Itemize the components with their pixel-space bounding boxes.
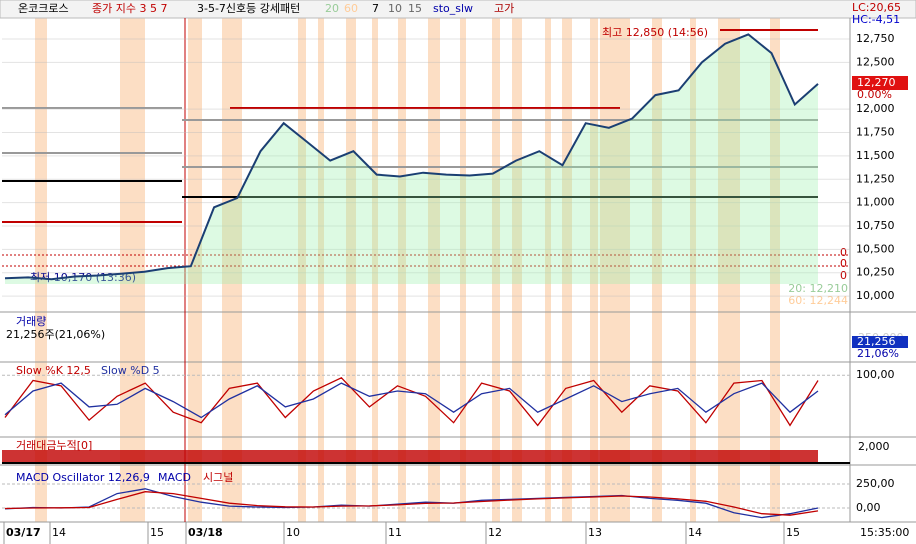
y-tick-label: 10,500 — [856, 242, 895, 255]
legend-entry: MACD — [158, 471, 191, 484]
time-label: 14 — [52, 526, 66, 539]
y-tick-label: 10,250 — [856, 266, 895, 279]
y-tick-label: 12,000 — [856, 102, 895, 115]
series-line — [4, 488, 819, 519]
toolbar-item[interactable]: 7 — [372, 2, 379, 15]
toolbar-item[interactable]: 3-5-7신호등 강세패턴 — [197, 2, 300, 15]
session-band — [120, 18, 145, 522]
time-label: 10 — [286, 526, 300, 539]
time-label: 03/17 — [6, 526, 41, 539]
session-band — [188, 18, 202, 522]
high-annotation: 최고 12,850 (14:56) — [602, 26, 708, 39]
session-band — [428, 18, 440, 522]
session-band — [718, 18, 740, 522]
y-tick-label: 11,500 — [856, 149, 895, 162]
volume-pct: 21,06% — [857, 347, 899, 360]
toolbar-item[interactable]: sto_slw — [433, 2, 473, 15]
last-price: 12,270 — [857, 76, 896, 89]
time-label: 13 — [588, 526, 602, 539]
session-band — [562, 18, 572, 522]
session-band — [770, 18, 780, 522]
session-band — [652, 18, 662, 522]
status-lc: LC:20,65 — [852, 1, 901, 14]
volume-last-box — [852, 336, 908, 348]
toolbar-item[interactable]: 종가 지수 3 5 7 — [92, 2, 167, 15]
session-band — [492, 18, 500, 522]
last-price-box — [852, 76, 908, 90]
session-band — [35, 18, 47, 522]
toolbar-item[interactable]: 고가 — [494, 2, 514, 15]
session-band — [512, 18, 522, 522]
time-label: 14 — [688, 526, 702, 539]
ma20-label: 20: 12,210 — [788, 282, 848, 295]
zero-label: 0 — [840, 269, 847, 282]
legend-entry: Slow %D 5 — [101, 364, 160, 377]
y-tick-label: 11,000 — [856, 196, 895, 209]
toolbar-item[interactable]: 10 — [388, 2, 402, 15]
series-line — [4, 33, 819, 281]
time-label: 15 — [786, 526, 800, 539]
volume-title: 거래량 — [16, 315, 46, 328]
toolbar-item[interactable]: 온코크로스 — [18, 2, 69, 15]
session-band — [600, 18, 630, 522]
y-tick-label: 0,00 — [856, 501, 881, 514]
session-band — [346, 18, 356, 522]
session-band — [590, 18, 598, 522]
y-tick-label: 11,750 — [856, 126, 895, 139]
session-band — [460, 18, 466, 522]
clock: 15:35:00 — [860, 526, 909, 539]
price-area — [5, 34, 818, 284]
toolbar — [0, 0, 916, 19]
zero-label: 0 — [840, 257, 847, 270]
series-line — [4, 491, 819, 516]
macd-title: MACD Oscillator 12,26,9 — [16, 471, 150, 484]
status-hc: HC:-4,51 — [852, 13, 900, 26]
session-band — [372, 18, 378, 522]
amount-tick: 2,000 — [858, 440, 890, 453]
y-tick-label: 100,00 — [856, 368, 895, 381]
session-band — [318, 18, 324, 522]
volume-last: 21,256 — [857, 335, 896, 348]
series-line — [4, 382, 819, 419]
legend-entry: 시그널 — [203, 471, 233, 484]
ma60-label: 60: 12,244 — [788, 294, 848, 307]
y-tick-label: 250,00 — [856, 477, 895, 490]
session-band — [545, 18, 551, 522]
y-tick-label: 10,750 — [856, 219, 895, 232]
y-tick-label: 11,250 — [856, 172, 895, 185]
time-label: 12 — [488, 526, 502, 539]
toolbar-item[interactable]: 15 — [408, 2, 422, 15]
time-label: 03/18 — [188, 526, 223, 539]
time-label: 11 — [388, 526, 402, 539]
toolbar-item[interactable]: 20 — [325, 2, 339, 15]
legend-entry: Slow %K 12,5 — [16, 364, 91, 377]
y-tick-label: 12,500 — [856, 55, 895, 68]
toolbar-item[interactable]: 60 — [344, 2, 358, 15]
zero-label: 0 — [840, 246, 847, 259]
volume-summary: 21,256주(21,06%) — [6, 328, 105, 341]
amount-area — [2, 450, 818, 464]
time-label: 15 — [150, 526, 164, 539]
session-band — [398, 18, 406, 522]
series-line — [4, 377, 819, 427]
change: 0.00% — [857, 88, 892, 101]
session-band — [690, 18, 696, 522]
y-tick-label: 12,750 — [856, 32, 895, 45]
session-band — [298, 18, 306, 522]
y-tick-label: 10,000 — [856, 289, 895, 302]
amount-title: 거래대금누적[0] — [16, 439, 92, 452]
